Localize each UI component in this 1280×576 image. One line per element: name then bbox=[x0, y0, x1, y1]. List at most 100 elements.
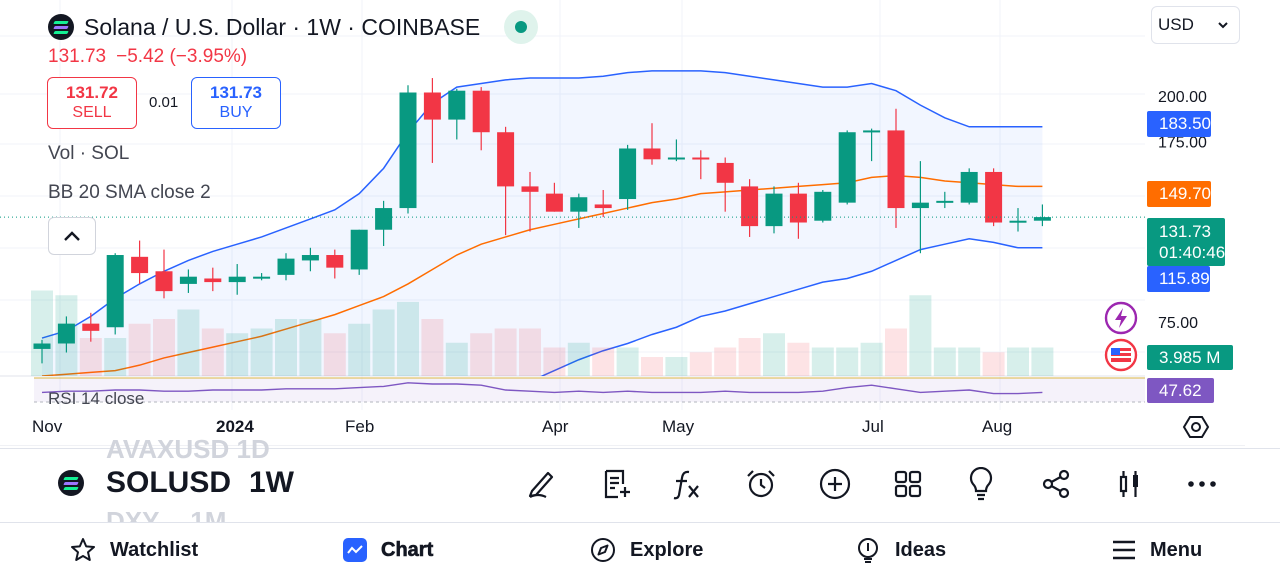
current-timeframe[interactable]: 1W bbox=[249, 466, 294, 499]
volume-bar bbox=[445, 342, 468, 376]
price-tick-label: 200.00 bbox=[1158, 89, 1207, 106]
candle-body bbox=[765, 193, 783, 227]
volume-bar bbox=[397, 301, 419, 376]
buy-button[interactable]: 131.73 BUY bbox=[191, 77, 281, 129]
events-flag-icon[interactable] bbox=[1104, 338, 1138, 372]
candle-body bbox=[594, 204, 612, 209]
candle bbox=[228, 264, 246, 295]
sell-button[interactable]: 131.72 SELL bbox=[47, 77, 137, 129]
candle-body bbox=[106, 255, 124, 328]
chevron-down-icon bbox=[1218, 22, 1228, 29]
candle bbox=[423, 78, 441, 163]
candle-body bbox=[692, 157, 710, 160]
candle bbox=[765, 186, 783, 234]
candle bbox=[1033, 204, 1051, 227]
more-button[interactable] bbox=[1181, 463, 1223, 505]
nav-watchlist-label: Watchlist bbox=[110, 538, 199, 561]
nav-ideas[interactable]: Ideas bbox=[855, 523, 946, 576]
currency-select[interactable]: USD bbox=[1151, 6, 1240, 44]
price-summary: 131.73 −5.42 (−3.95%) bbox=[48, 46, 247, 68]
symbol-title: Solana / U.S. Dollar · 1W · COINBASE bbox=[84, 13, 481, 40]
nav-chart-label: Chart bbox=[381, 538, 434, 561]
chart-type-button[interactable] bbox=[1108, 463, 1150, 505]
nav-watchlist[interactable]: Watchlist bbox=[70, 523, 198, 576]
volume-bar bbox=[153, 319, 175, 376]
candle bbox=[692, 150, 710, 180]
add-note-button[interactable] bbox=[595, 463, 637, 505]
candle-body bbox=[228, 276, 246, 283]
nav-ideas-label: Ideas bbox=[895, 538, 947, 561]
chart-settings-icon[interactable] bbox=[1182, 413, 1210, 441]
volume-bar bbox=[543, 347, 566, 376]
candle-body bbox=[716, 162, 734, 183]
share-icon bbox=[1042, 469, 1070, 499]
prev-symbol[interactable]: AVAXUSD 1D bbox=[106, 434, 270, 462]
alert-button[interactable] bbox=[740, 463, 782, 505]
last-price-tag: 131.73 01:40:46 bbox=[1147, 218, 1226, 266]
rsi-indicator-label[interactable]: RSI 14 close bbox=[48, 389, 145, 408]
candle bbox=[960, 168, 978, 205]
nav-chart[interactable]: Chart bbox=[343, 523, 434, 576]
volume-bar bbox=[104, 338, 127, 376]
time-tick-label: Jul bbox=[862, 417, 884, 436]
nav-explore[interactable]: Explore bbox=[590, 523, 703, 576]
volume-bar bbox=[250, 328, 273, 376]
candle bbox=[545, 182, 563, 212]
candle-body bbox=[1033, 217, 1051, 221]
indicators-button[interactable] bbox=[665, 463, 707, 505]
candle bbox=[497, 126, 515, 236]
chart-icon bbox=[343, 538, 367, 562]
plus-circle-icon bbox=[819, 468, 851, 500]
market-open-icon[interactable] bbox=[504, 10, 539, 44]
volume-bar bbox=[567, 342, 590, 376]
share-button[interactable] bbox=[1035, 463, 1077, 505]
candle bbox=[204, 267, 222, 292]
candle-body bbox=[789, 193, 807, 223]
nav-menu[interactable]: Menu bbox=[1112, 523, 1202, 576]
volume-bar bbox=[421, 319, 444, 376]
candle bbox=[814, 190, 832, 223]
candle bbox=[472, 87, 490, 151]
candle bbox=[838, 130, 856, 205]
pencil-icon bbox=[528, 471, 554, 498]
next-symbol[interactable]: DXY 1M bbox=[106, 506, 226, 522]
candle-body bbox=[911, 202, 929, 209]
price-tick-label: 75.00 bbox=[1158, 315, 1198, 332]
lightning-icon[interactable] bbox=[1104, 301, 1138, 335]
add-button[interactable] bbox=[814, 463, 856, 505]
volume-bar bbox=[885, 328, 907, 376]
solana-logo-small-icon bbox=[58, 470, 84, 496]
volume-bar bbox=[177, 309, 200, 376]
volume-bar bbox=[787, 342, 810, 376]
rsi-tag: 47.62 bbox=[1147, 378, 1214, 403]
volume-indicator-label[interactable]: Vol · SOL bbox=[48, 143, 130, 164]
candle-body bbox=[131, 256, 149, 274]
ideas-tool-button[interactable] bbox=[960, 463, 1002, 505]
alarm-icon bbox=[747, 470, 775, 498]
collapse-indicators-button[interactable] bbox=[48, 217, 96, 255]
layout-button[interactable] bbox=[887, 463, 929, 505]
candle-body bbox=[619, 148, 637, 200]
volume-bar bbox=[738, 338, 761, 376]
candle bbox=[887, 108, 905, 228]
volume-bar bbox=[982, 352, 1005, 376]
compass-icon bbox=[591, 538, 615, 562]
time-axis: Nov 2024 Feb Apr May Jul Aug bbox=[32, 417, 1012, 436]
volume-bar bbox=[616, 347, 639, 376]
volume-bar bbox=[128, 323, 151, 376]
grid-icon bbox=[894, 470, 922, 498]
current-symbol[interactable]: SOLUSD bbox=[106, 466, 232, 499]
drawing-tool-button[interactable] bbox=[520, 463, 562, 505]
volume-bar bbox=[323, 333, 346, 376]
candle-body bbox=[521, 186, 539, 192]
candle bbox=[619, 144, 637, 210]
volume-bar bbox=[909, 295, 932, 376]
bb-basis-tag: 149.70 bbox=[1147, 181, 1211, 207]
buy-label: BUY bbox=[219, 104, 253, 121]
volume-bar bbox=[372, 309, 395, 376]
bb-indicator-label[interactable]: BB 20 SMA close 2 bbox=[48, 182, 211, 203]
chart-header[interactable]: Solana / U.S. Dollar · 1W · COINBASE bbox=[48, 10, 539, 44]
star-icon bbox=[71, 538, 95, 561]
volume-bar bbox=[592, 347, 615, 376]
